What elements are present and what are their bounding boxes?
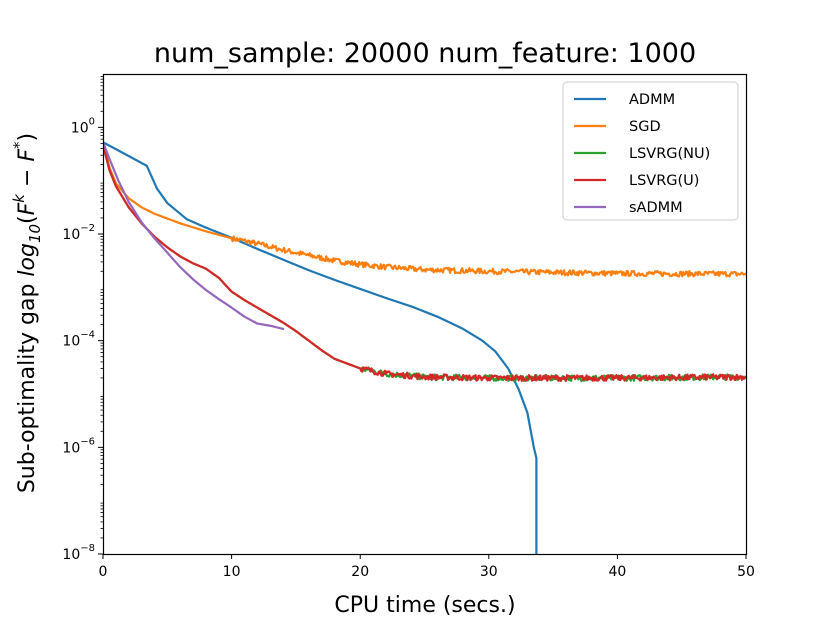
x-tick-label: 10 xyxy=(223,564,241,580)
y-tick-label: 10−6 xyxy=(62,436,95,456)
legend: ADMM SGD LSVRG(NU) LSVRG(U) sADMM xyxy=(562,81,739,221)
series-line-sgd xyxy=(103,140,746,278)
x-axis: 0 10 20 30 40 50 xyxy=(99,554,755,580)
legend-label: sADMM xyxy=(629,200,683,216)
plot-area xyxy=(102,73,748,556)
y-axis-label: Sub-optimality gap log10(Fk − F*) xyxy=(10,133,44,493)
legend-box xyxy=(562,81,739,221)
legend-label: LSVRG(NU) xyxy=(629,146,710,162)
x-tick-label: 30 xyxy=(480,564,498,580)
series-line-admm xyxy=(103,141,538,554)
series-line-lsvrg-u xyxy=(103,143,746,383)
y-tick-label: 10−4 xyxy=(62,330,95,350)
x-tick-label: 40 xyxy=(608,564,626,580)
x-axis-label: CPU time (secs.) xyxy=(334,593,515,618)
x-tick-label: 0 xyxy=(99,564,108,580)
legend-label: LSVRG(U) xyxy=(629,173,699,189)
y-tick-label: 10−2 xyxy=(62,223,95,243)
y-axis: 100 10−2 10−4 10−6 10−8 xyxy=(62,76,103,563)
legend-label: SGD xyxy=(629,119,661,135)
series-line-sadmm xyxy=(103,140,285,331)
series-layer xyxy=(103,140,746,554)
x-tick-label: 20 xyxy=(351,564,369,580)
x-tick-label: 50 xyxy=(737,564,755,580)
y-tick-label: 10−8 xyxy=(62,543,95,563)
y-tick-label: 100 xyxy=(71,116,95,136)
chart-title: num_sample: 20000 num_feature: 1000 xyxy=(154,38,696,69)
plot-frame xyxy=(102,73,748,556)
legend-label: ADMM xyxy=(629,92,675,108)
